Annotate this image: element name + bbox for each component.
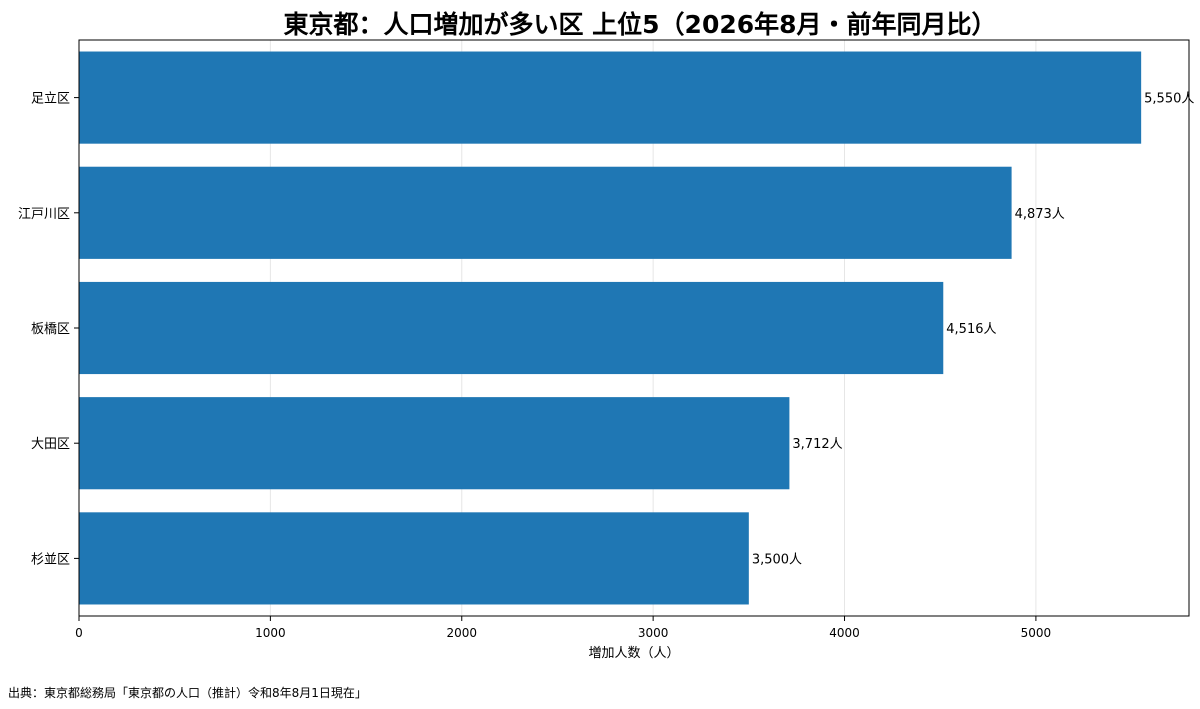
- x-tick-label: 5000: [1021, 626, 1052, 640]
- y-tick-label: 江戸川区: [18, 207, 70, 222]
- y-tick-label: 杉並区: [31, 552, 70, 567]
- bar-value-label: 5,550人: [1144, 92, 1194, 107]
- x-tick-label: 3000: [638, 626, 669, 640]
- chart-title: 東京都：人口増加が多い区 上位5（2026年8月・前年同月比）: [283, 10, 996, 39]
- x-tick-label: 1000: [255, 626, 286, 640]
- y-tick-label: 足立区: [31, 92, 70, 107]
- bar: [79, 281, 944, 375]
- bar: [79, 397, 790, 490]
- value-labels: 5,550人 4,873人 4,516人 3,712人 3,500人: [752, 92, 1195, 568]
- y-tick-label: 板橋区: [31, 322, 70, 337]
- bar: [79, 166, 1012, 259]
- bar: [79, 512, 749, 605]
- x-tick-label: 0: [75, 626, 83, 640]
- bar-value-label: 3,712人: [792, 437, 842, 452]
- source-note: 出典：東京都総務局「東京都の人口（推計）令和8年8月1日現在」: [8, 685, 367, 700]
- y-tick-label: 大田区: [31, 437, 70, 452]
- bar-value-label: 3,500人: [752, 552, 802, 567]
- bar-value-label: 4,873人: [1015, 207, 1065, 222]
- plot-frame: [78, 39, 1190, 617]
- bar: [79, 51, 1142, 144]
- x-axis-label: 増加人数（人）: [588, 646, 679, 661]
- bars: [79, 51, 1142, 605]
- x-tick-label: 4000: [829, 626, 860, 640]
- x-axis: 0 1000 2000 3000 4000 5000: [75, 616, 1051, 640]
- bar-value-label: 4,516人: [946, 322, 996, 337]
- x-tick-label: 2000: [446, 626, 477, 640]
